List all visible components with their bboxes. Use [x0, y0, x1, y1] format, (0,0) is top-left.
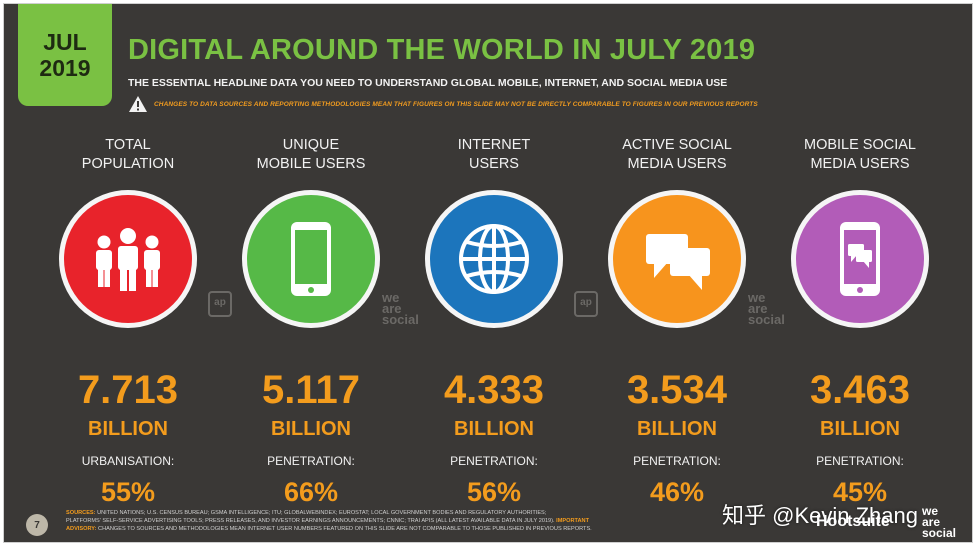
advisory-text: CHANGES TO SOURCES AND METHODOLOGIES MEA…: [98, 526, 592, 532]
stat-percentage: 55%: [100, 477, 156, 507]
sources-text-line2: PLATFORMS' SELF-SERVICE ADVERTISING TOOL…: [66, 518, 555, 524]
page-title: DIGITAL AROUND THE WORLD IN JULY 2019: [128, 34, 756, 66]
internet-circle: [425, 190, 563, 328]
stat-internet-users: INTERNET USERS 4.333 BILLION PENETRATION…: [403, 136, 585, 507]
sources-text: UNITED NATIONS; U.S. CENSUS BUREAU; GSMA…: [97, 510, 547, 516]
advisory-label: ADVISORY:: [66, 526, 97, 532]
stat-unit: BILLION: [637, 418, 717, 440]
stat-sublabel: PENETRATION:: [267, 454, 355, 468]
warning-icon: [129, 96, 147, 112]
important-label: IMPORTANT: [556, 518, 589, 524]
badge-year: 2019: [39, 55, 91, 81]
stat-value: 3.463: [809, 368, 911, 412]
warning-notice: CHANGES TO DATA SOURCES AND REPORTING ME…: [128, 95, 758, 113]
stat-label-line2: MOBILE USERS: [256, 156, 366, 172]
stat-label: MOBILE SOCIAL MEDIA USERS: [769, 136, 951, 176]
stat-value: 3.534: [626, 368, 728, 412]
stat-label-line1: MOBILE SOCIAL: [803, 137, 916, 153]
stat-label: ACTIVE SOCIAL MEDIA USERS: [586, 136, 768, 176]
stat-total-population: TOTAL POPULATION: [37, 136, 219, 507]
date-badge: JUL 2019: [18, 4, 112, 106]
stat-unique-mobile-users: UNIQUE MOBILE USERS 5.117 BILLION PENETR…: [220, 136, 402, 507]
warning-text: CHANGES TO DATA SOURCES AND REPORTING ME…: [154, 100, 758, 108]
stat-mobile-social-media-users: MOBILE SOCIAL MEDIA USERS 3.463 BILLION …: [769, 136, 951, 507]
we-are-social-logo: we are social: [922, 504, 957, 540]
watermark-we-are-social: we are social: [382, 290, 419, 327]
page-number: 7: [26, 514, 48, 536]
globe-icon: [459, 224, 529, 294]
stat-label-line2: MEDIA USERS: [810, 156, 910, 172]
mobile-circle: [242, 190, 380, 328]
stat-label: UNIQUE MOBILE USERS: [220, 136, 402, 176]
people-icon: [96, 228, 160, 291]
stat-sublabel: URBANISATION:: [81, 454, 175, 468]
stat-label: INTERNET USERS: [403, 136, 585, 176]
watermark-we-are-social: we are social: [748, 290, 785, 327]
population-circle: [59, 190, 197, 328]
stat-label-line1: UNIQUE: [282, 137, 340, 153]
stat-value: 7.713: [77, 368, 179, 412]
sources-label: SOURCES:: [66, 510, 96, 516]
stat-sublabel: PENETRATION:: [450, 454, 538, 468]
stat-unit: BILLION: [271, 418, 351, 440]
slide: JUL 2019 DIGITAL AROUND THE WORLD IN JUL…: [3, 3, 973, 543]
stat-sublabel: PENETRATION:: [633, 454, 721, 468]
watermark-badge: ap: [208, 291, 232, 317]
social-circle: [608, 190, 746, 328]
stat-percentage: 66%: [283, 477, 339, 507]
stat-percentage: 56%: [466, 477, 522, 507]
stat-label-line2: USERS: [469, 156, 519, 172]
stat-percentage: 45%: [832, 477, 888, 507]
stat-percentage: 46%: [649, 477, 705, 507]
stat-active-social-media-users: ACTIVE SOCIAL MEDIA USERS 3.534 BILLION …: [586, 136, 768, 507]
chat-bubbles-icon: [646, 234, 710, 290]
stat-sublabel: PENETRATION:: [816, 454, 904, 468]
page-subtitle: THE ESSENTIAL HEADLINE DATA YOU NEED TO …: [128, 77, 728, 89]
stat-label-line1: INTERNET: [457, 137, 531, 153]
stat-unit: BILLION: [454, 418, 534, 440]
hootsuite-logo: Hootsuite: [816, 513, 890, 530]
badge-month: JUL: [43, 29, 87, 55]
stat-label-line2: MEDIA USERS: [627, 156, 727, 172]
stat-value: 4.333: [443, 368, 545, 412]
mobile-chat-icon: [840, 222, 880, 296]
stat-label: TOTAL POPULATION: [37, 136, 219, 176]
stat-label-line2: POPULATION: [81, 156, 175, 172]
watermark-badge: ap: [574, 291, 598, 317]
mobile-social-circle: [791, 190, 929, 328]
stat-unit: BILLION: [820, 418, 900, 440]
stat-label-line1: ACTIVE SOCIAL: [622, 137, 732, 153]
mobile-phone-icon: [291, 222, 331, 296]
stat-label-line1: TOTAL: [105, 137, 151, 153]
stat-unit: BILLION: [88, 418, 168, 440]
footer-sources: SOURCES: UNITED NATIONS; U.S. CENSUS BUR…: [66, 509, 756, 533]
zhihu-watermark: 知乎 @Kevin Zhang: [722, 503, 918, 528]
stat-value: 5.117: [262, 368, 360, 412]
